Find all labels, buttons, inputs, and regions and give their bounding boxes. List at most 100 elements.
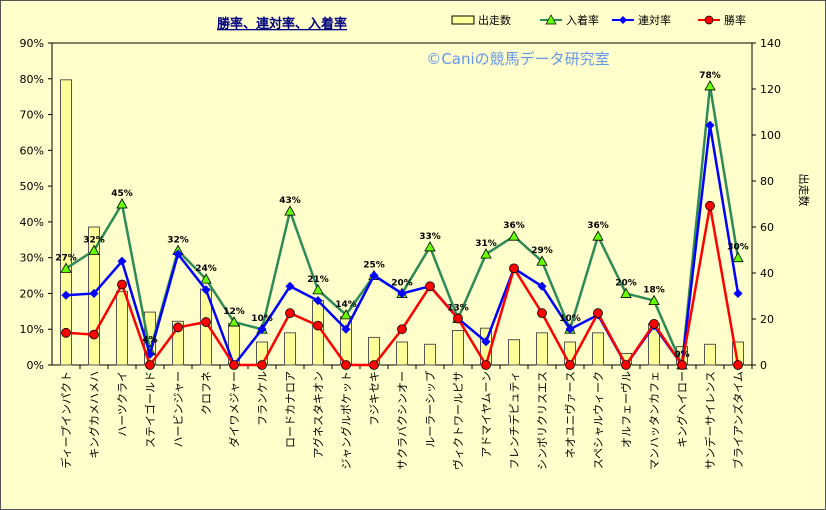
legend-swatch-starts (451, 15, 475, 25)
y-left-tick-label: 70% (20, 109, 44, 122)
win-rate-point (509, 263, 519, 274)
rentai-rate-point (285, 281, 295, 291)
entry-rate-data-label: 30% (727, 243, 749, 253)
entry-rate-point (480, 248, 492, 259)
win-rate-point (733, 360, 743, 370)
data-labels: 27% 32% 45% 4% 32% 24% 12% 10% 43% 21% 14% 25% 20% 33… (55, 71, 749, 360)
y-left-tick-label: 40% (20, 216, 44, 229)
y-left-tick-label: 0% (27, 359, 44, 372)
entry-rate-point (508, 230, 520, 241)
win-rate-point (481, 360, 491, 370)
rentai-rate-point (705, 120, 715, 130)
bar-starts (536, 332, 548, 366)
bar-starts (592, 332, 604, 366)
entry-rate-data-label: 31% (475, 239, 497, 249)
x-tick-label: スペシャルウィーク (592, 371, 605, 469)
x-tick-label: キングヘイロー (675, 371, 689, 448)
entry-rate-point (312, 284, 324, 295)
y-right-tick-label: 40 (760, 267, 774, 280)
bar-starts (116, 290, 128, 366)
legend-marker (619, 16, 627, 24)
legend-label: 入着率 (566, 13, 599, 27)
x-tick-label: ブライアンズタイム (731, 371, 745, 469)
win-rate-point (565, 360, 575, 370)
entry-rate-data-label: 13% (447, 303, 469, 313)
y-left-tick-label: 80% (20, 73, 44, 86)
rentai-rate-point (173, 249, 183, 259)
entry-rate-data-label: 21% (307, 275, 329, 285)
x-tick-label: ジャングルポケット (339, 371, 353, 469)
y-right-tick-label: 120 (760, 83, 781, 96)
win-rate-point (61, 327, 71, 338)
y-right-tick-label: 60 (760, 221, 774, 234)
rentai-rate-point (117, 256, 127, 266)
entry-rate-data-label: 78% (699, 71, 721, 81)
x-tick-label: ハービンジャー (172, 371, 185, 447)
bar-starts (452, 330, 464, 366)
win-rate-point (201, 317, 211, 327)
entry-rate-point (704, 80, 716, 91)
entry-rate-point (284, 205, 296, 216)
legend: 出走数 入着率 連対率 勝率 (451, 13, 746, 27)
win-rate-point (117, 279, 127, 290)
watermark: ©Caniの競馬データ研究室 (426, 50, 609, 68)
bar-starts (60, 79, 72, 366)
x-tick-label: アグネスタキオン (311, 371, 325, 458)
bar-series (60, 79, 744, 366)
legend-label: 連対率 (638, 13, 671, 27)
entry-rate-point (340, 309, 352, 320)
entry-rate-data-label: 4% (142, 336, 157, 346)
entry-rate-data-label: 45% (111, 189, 133, 199)
x-tick-label: フランケル (256, 371, 269, 426)
x-tick-label: アドマイヤムーン (480, 371, 493, 458)
entry-rate-point (228, 316, 240, 327)
entry-rate-point (88, 244, 100, 255)
legend-marker (545, 14, 557, 25)
plot-frame (51, 42, 753, 366)
legend-label: 出走数 (478, 13, 511, 27)
bar-starts (424, 343, 436, 366)
entry-rate-data-label: 24% (195, 264, 217, 274)
rentai-rate-point (369, 270, 379, 281)
entry-rate-point (116, 198, 128, 209)
bar-starts (508, 339, 520, 366)
x-tick-label: ハーツクライ (116, 371, 129, 437)
win-rate-point (425, 281, 435, 292)
bar-starts (396, 341, 408, 366)
entry-rate-data-label: 36% (503, 221, 525, 231)
rentai-rate-point (341, 324, 351, 334)
rentai-rate-point (89, 288, 99, 299)
entry-rate-data-label: 10% (559, 314, 581, 324)
x-tick-label: ヴィクトワールピサ (451, 371, 465, 470)
rentai-rate-point (313, 296, 323, 306)
entry-rate-point (424, 241, 436, 252)
chart-title: 勝率、連対率、入着率 (217, 16, 347, 32)
win-rate-point (621, 360, 631, 370)
rentai-rate-point (61, 290, 71, 300)
x-tick-label: フジキセキ (368, 371, 381, 426)
rentai-rate-point (257, 324, 267, 334)
rentai-rate-point (537, 281, 547, 291)
y-right-tick-label: 20 (760, 313, 774, 326)
win-rate-point (369, 360, 379, 370)
legend-marker (704, 15, 714, 25)
x-tick-label: サンデーサイレンス (703, 371, 717, 470)
entry-rate-line (65, 85, 740, 370)
win-rate-point (257, 360, 267, 370)
x-tick-label: フレンチデピュティ (507, 371, 521, 469)
plot-border (51, 42, 753, 366)
rentai-rate-point (733, 288, 743, 299)
y-left-tick-label: 30% (20, 252, 44, 265)
y-right-tick-label: 80 (760, 175, 774, 188)
entry-rate-data-label: 27% (55, 253, 77, 263)
entry-rate-data-label: 32% (167, 236, 189, 246)
x-tick-label: クロフネ (200, 371, 213, 415)
entry-rate-data-label: 25% (363, 261, 385, 271)
win-rate-point (397, 324, 407, 335)
y-left-tick-label: 90% (20, 37, 44, 50)
win-rate-point (285, 308, 295, 319)
bar-starts (704, 343, 716, 366)
rentai-rate-point (201, 285, 211, 295)
y-right-axis-title: 出走数 (797, 174, 811, 207)
